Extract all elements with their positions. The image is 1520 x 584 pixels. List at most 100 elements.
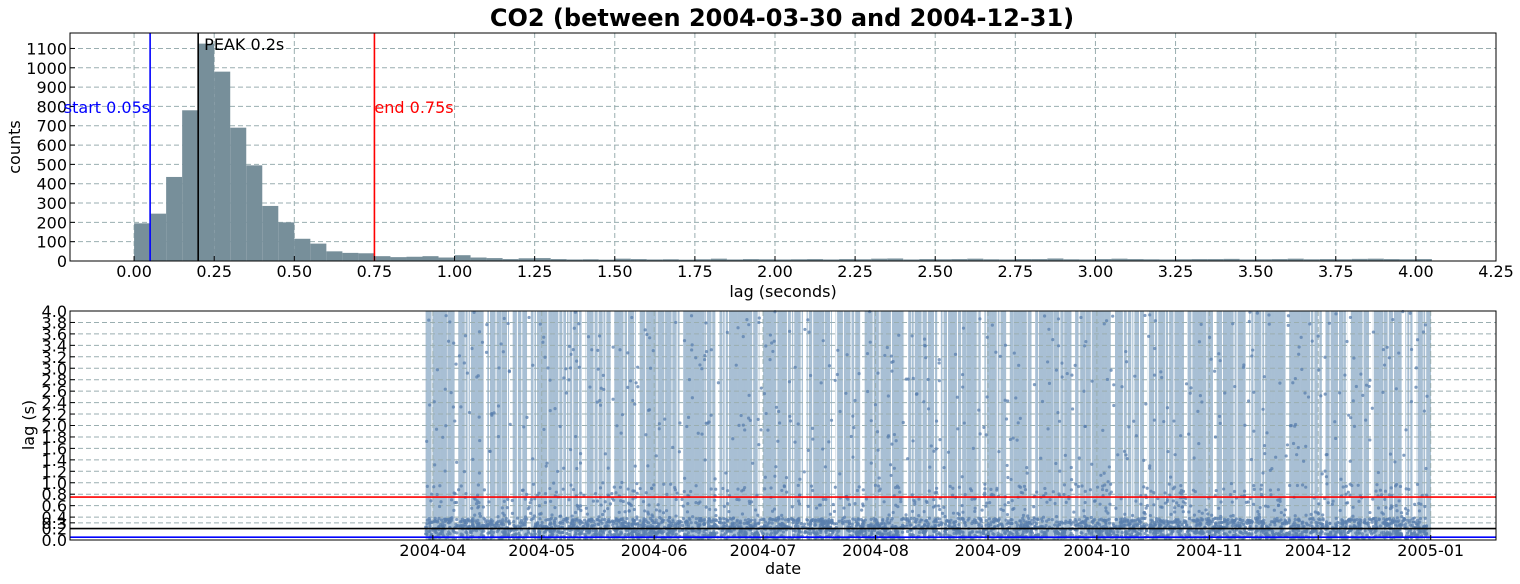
scatter-point	[433, 516, 437, 520]
scatter-point	[1214, 488, 1218, 493]
scatter-point	[868, 340, 872, 344]
scatter-point	[448, 516, 453, 521]
scatter-point	[1243, 423, 1247, 427]
scatter-point	[1230, 524, 1235, 528]
scatter-point	[558, 521, 562, 525]
scatter-point	[1181, 500, 1185, 504]
scatter-point	[1164, 519, 1168, 523]
scatter-point	[1328, 521, 1332, 526]
scatter-point	[1157, 519, 1161, 523]
scatter-y-tick-label: 1.4	[42, 451, 67, 470]
scatter-point	[1047, 327, 1051, 331]
scatter-point	[1024, 530, 1029, 534]
scatter-point	[897, 486, 901, 490]
histogram-y-tick-label: 1000	[26, 59, 67, 78]
coverage-band	[1147, 311, 1152, 540]
scatter-point	[1073, 517, 1077, 522]
histogram-bar	[742, 259, 759, 261]
scatter-point	[890, 442, 894, 446]
coverage-band	[770, 311, 775, 540]
scatter-point	[1140, 516, 1144, 521]
scatter-point	[550, 513, 554, 517]
scatter-point	[1080, 531, 1084, 535]
scatter-point	[1098, 502, 1102, 506]
scatter-point	[1339, 477, 1343, 481]
scatter-point	[1408, 311, 1412, 315]
coverage-band	[530, 311, 535, 540]
histogram-x-tick-label: 0.00	[116, 262, 152, 281]
scatter-point	[1106, 511, 1110, 515]
scatter-point	[1102, 322, 1106, 326]
scatter-point	[654, 454, 658, 458]
scatter-point	[1212, 533, 1216, 537]
scatter-point	[533, 532, 537, 536]
scatter-point	[461, 533, 465, 537]
scatter-point	[980, 508, 984, 512]
scatter-point	[853, 398, 857, 403]
scatter-point	[1231, 322, 1235, 326]
scatter-point	[570, 514, 574, 518]
scatter-point	[567, 344, 572, 348]
scatter-point	[580, 521, 584, 525]
scatter-point	[1217, 414, 1222, 418]
scatter-point	[1217, 521, 1221, 525]
scatter-point	[427, 318, 431, 322]
scatter-point	[1297, 345, 1301, 349]
scatter-point	[1208, 531, 1212, 535]
scatter-point	[1393, 484, 1398, 488]
scatter-point	[617, 533, 622, 537]
scatter-point	[624, 520, 628, 525]
scatter-point	[1003, 398, 1007, 402]
scatter-point	[855, 522, 859, 527]
scatter-point	[619, 524, 623, 528]
scatter-point	[476, 483, 480, 487]
scatter-point	[1263, 532, 1268, 537]
scatter-point	[537, 531, 542, 536]
scatter-point	[780, 517, 785, 521]
scatter-point	[549, 530, 553, 534]
scatter-y-tick-label: 2.6	[42, 382, 67, 401]
scatter-point	[810, 488, 815, 493]
scatter-point	[714, 508, 718, 512]
scatter-point	[1074, 482, 1078, 486]
scatter-point	[500, 506, 504, 510]
coverage-band	[1035, 311, 1040, 540]
scatter-point	[1192, 518, 1196, 522]
scatter-point	[832, 522, 836, 526]
scatter-point	[1370, 517, 1374, 522]
scatter-point	[565, 531, 569, 536]
scatter-point	[743, 532, 748, 536]
scatter-point	[898, 490, 902, 494]
scatter-point	[784, 476, 789, 480]
scatter-point	[1327, 532, 1331, 536]
scatter-point	[1095, 485, 1100, 489]
scatter-point	[490, 521, 494, 525]
scatter-point	[620, 521, 625, 525]
scatter-point	[1261, 407, 1265, 411]
scatter-point	[678, 523, 682, 527]
scatter-point	[841, 522, 845, 526]
scatter-point	[957, 485, 962, 489]
histogram-bar	[1079, 259, 1096, 261]
scatter-point	[539, 523, 543, 528]
scatter-point	[1198, 530, 1202, 535]
histogram-bar	[1207, 259, 1224, 261]
scatter-point	[748, 523, 753, 528]
scatter-point	[640, 523, 644, 527]
scatter-point	[1282, 513, 1287, 517]
scatter-point	[914, 525, 918, 529]
scatter-point	[1190, 529, 1194, 533]
scatter-point	[863, 533, 867, 537]
scatter-point	[1153, 319, 1157, 323]
scatter-point	[1185, 530, 1189, 534]
scatter-point	[1092, 499, 1097, 503]
scatter-point	[1148, 464, 1152, 468]
scatter-point	[1405, 512, 1409, 516]
histogram-bar	[1335, 259, 1352, 261]
scatter-point	[1293, 422, 1298, 427]
scatter-x-tick-label: 2005-01	[1397, 541, 1464, 560]
scatter-point	[1032, 516, 1036, 520]
scatter-point	[1376, 506, 1381, 510]
scatter-point	[1268, 523, 1272, 527]
